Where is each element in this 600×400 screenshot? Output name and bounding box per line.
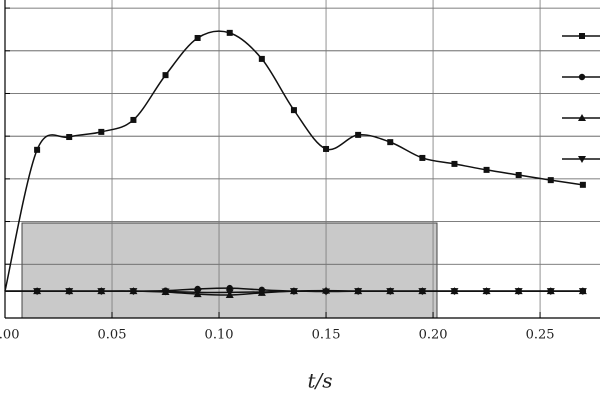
marker (98, 128, 105, 135)
x-tick-label: 0.05 (98, 328, 127, 343)
marker (225, 289, 234, 297)
marker (162, 72, 169, 79)
marker (450, 288, 459, 296)
marker (34, 146, 41, 153)
marker (130, 116, 137, 123)
marker (194, 34, 201, 41)
x-tick-label: 0.00 (0, 328, 19, 343)
marker (33, 288, 42, 296)
marker (66, 134, 73, 141)
marker (515, 172, 522, 179)
marker (97, 288, 106, 296)
marker (451, 160, 458, 167)
marker (257, 288, 266, 296)
marker (289, 288, 298, 296)
marker (387, 139, 394, 146)
marker (386, 288, 395, 296)
marker (161, 288, 170, 296)
marker (419, 154, 426, 161)
marker (546, 288, 555, 296)
marker (354, 288, 363, 296)
x-tick-label: 0.15 (312, 328, 341, 343)
marker (323, 145, 330, 152)
x-axis-label: t/s (307, 369, 332, 393)
marker (547, 177, 554, 184)
highlight-box (21, 222, 438, 319)
marker (482, 288, 491, 296)
marker (322, 288, 331, 296)
marker (483, 166, 490, 173)
marker (578, 156, 586, 163)
marker (65, 288, 74, 296)
marker (355, 131, 362, 138)
marker (579, 33, 585, 39)
marker (578, 114, 586, 121)
marker (290, 107, 297, 114)
marker (418, 288, 427, 296)
marker (514, 288, 523, 296)
marker (579, 181, 586, 188)
marker (129, 288, 138, 296)
x-tick-label: 0.20 (419, 328, 448, 343)
x-tick-label: 0.10 (205, 328, 234, 343)
marker (193, 289, 202, 297)
marker (258, 55, 265, 62)
x-tick-label: 0.25 (526, 328, 555, 343)
marker (578, 288, 587, 296)
marker (578, 73, 586, 81)
marker (226, 29, 233, 36)
